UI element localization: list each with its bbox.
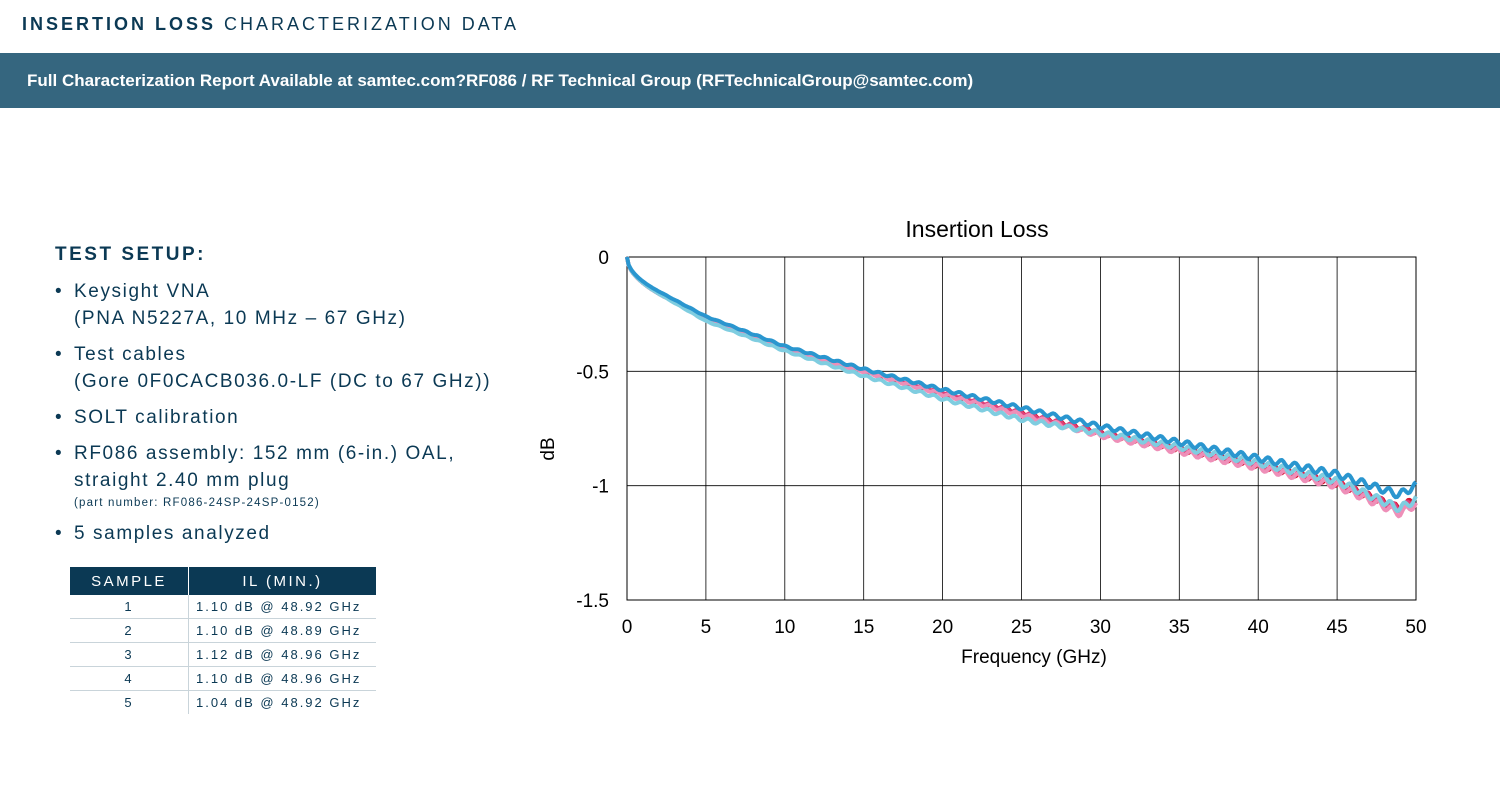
x-tick-label: 25: [1011, 617, 1032, 638]
il-min-cell: 1.10 dB @ 48.92 GHz: [188, 595, 376, 619]
samples-table: SAMPLE IL (MIN.) 1 1.10 dB @ 48.92 GHz 2…: [70, 567, 376, 714]
list-item-line2: (PNA N5227A, 10 MHz – 67 GHz): [74, 308, 407, 329]
y-tick-label: 0: [598, 248, 609, 269]
x-tick-label: 10: [774, 617, 795, 638]
list-item: • SOLT calibration: [55, 404, 535, 431]
list-item-line1: 5 samples analyzed: [74, 523, 271, 544]
x-tick-label: 50: [1405, 617, 1426, 638]
table-row: 1 1.10 dB @ 48.92 GHz: [70, 595, 376, 619]
table-row: 2 1.10 dB @ 48.89 GHz: [70, 618, 376, 643]
table-row: 5 1.04 dB @ 48.92 GHz: [70, 690, 376, 714]
y-tick-label: -1.5: [576, 591, 609, 612]
bullet-dot: •: [55, 443, 64, 464]
x-tick-label: 0: [622, 617, 633, 638]
list-item-line1: Keysight VNA: [74, 281, 211, 302]
sample-cell: 1: [70, 595, 189, 619]
list-item-line1: SOLT calibration: [74, 407, 240, 428]
insertion-loss-chart: Insertion Loss 0 5 10 15 20 25 30 35 40 45 50 0 -0.5…: [538, 216, 1427, 668]
bullet-dot: •: [55, 281, 64, 302]
list-item: • 5 samples analyzed: [55, 520, 535, 547]
chart-ticks: 0 5 10 15 20 25 30 35 40 45 50 0 -0.5 -1 -1.5: [576, 248, 1426, 638]
column-header-il-min: IL (MIN.): [188, 567, 376, 595]
bullet-dot: •: [55, 344, 64, 365]
list-item: • RF086 assembly: 152 mm (6-in.) OAL, st…: [55, 440, 535, 511]
sample-cell: 4: [70, 666, 189, 691]
list-item: • Test cables (Gore 0F0CACB036.0-LF (DC …: [55, 341, 535, 395]
test-setup-heading: TEST SETUP:: [55, 244, 207, 265]
sample-cell: 3: [70, 642, 189, 667]
x-tick-label: 20: [932, 617, 953, 638]
list-item-line1: Test cables: [74, 344, 187, 365]
part-number-note: (part number: RF086-24SP-24SP-0152): [74, 497, 320, 509]
x-tick-label: 35: [1169, 617, 1190, 638]
banner-text: Full Characterization Report Available a…: [27, 71, 974, 90]
x-tick-label: 30: [1090, 617, 1111, 638]
il-min-cell: 1.10 dB @ 48.96 GHz: [188, 666, 376, 691]
y-axis-label: dB: [538, 437, 559, 460]
chart-series: [625, 256, 1418, 519]
il-min-cell: 1.10 dB @ 48.89 GHz: [188, 618, 376, 643]
chart-grid: [626, 256, 1417, 601]
list-item: • Keysight VNA (PNA N5227A, 10 MHz – 67 …: [55, 278, 535, 332]
table-header-row: SAMPLE IL (MIN.): [70, 567, 376, 595]
column-header-sample: SAMPLE: [70, 567, 189, 595]
sample-cell: 5: [70, 690, 189, 714]
x-tick-label: 15: [853, 617, 874, 638]
x-axis-label: Frequency (GHz): [961, 647, 1107, 668]
il-min-cell: 1.12 dB @ 48.96 GHz: [188, 642, 376, 667]
table-row: 3 1.12 dB @ 48.96 GHz: [70, 642, 376, 667]
table-row: 4 1.10 dB @ 48.96 GHz: [70, 666, 376, 691]
x-tick-label: 40: [1248, 617, 1269, 638]
list-item-line2: (Gore 0F0CACB036.0-LF (DC to 67 GHz)): [74, 371, 492, 392]
page-title-rest: CHARACTERIZATION DATA: [224, 14, 520, 34]
x-tick-label: 5: [701, 617, 712, 638]
test-setup-list: • Keysight VNA (PNA N5227A, 10 MHz – 67 …: [55, 278, 535, 556]
list-item-line1: RF086 assembly: 152 mm (6-in.) OAL,: [74, 443, 456, 464]
chart-title: Insertion Loss: [905, 216, 1048, 242]
y-tick-label: -1: [592, 477, 609, 498]
bullet-dot: •: [55, 407, 64, 428]
series-line: [625, 256, 1418, 513]
bullet-dot: •: [55, 523, 64, 544]
list-item-line2: straight 2.40 mm plug: [74, 470, 291, 491]
il-min-cell: 1.04 dB @ 48.92 GHz: [196, 695, 362, 710]
x-tick-label: 45: [1327, 617, 1348, 638]
y-tick-label: -0.5: [576, 362, 609, 383]
sample-cell: 2: [70, 618, 189, 643]
page-title-bold: INSERTION LOSS: [22, 14, 217, 34]
series-line: [625, 256, 1418, 500]
report-banner: Full Characterization Report Available a…: [0, 53, 1500, 108]
page-title: INSERTION LOSS CHARACTERIZATION DATA: [22, 14, 519, 35]
